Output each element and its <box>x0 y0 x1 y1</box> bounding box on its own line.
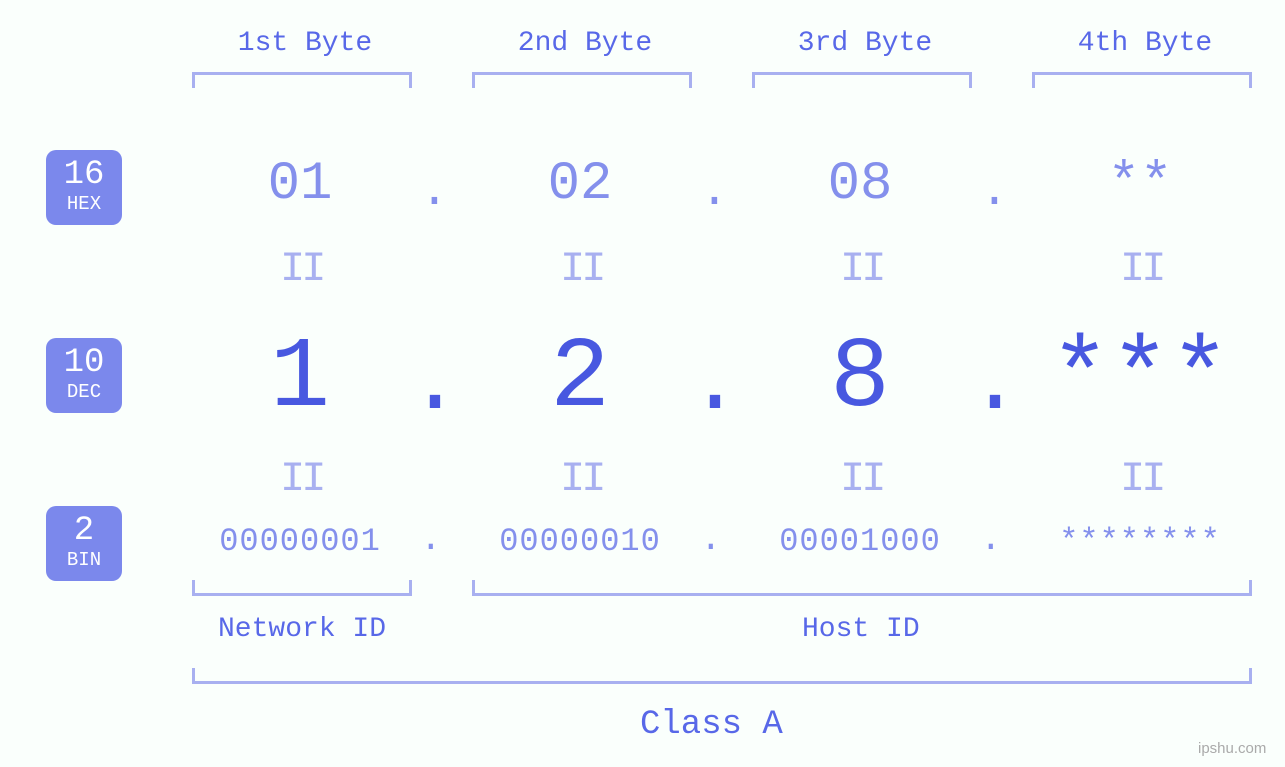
eq-1-2: II <box>560 248 602 290</box>
dec-byte-1: 1 <box>190 330 410 430</box>
dec-byte-4: *** <box>1030 330 1250 430</box>
eq-2-4: II <box>1120 458 1162 500</box>
eq-1-4: II <box>1120 248 1162 290</box>
bracket-network <box>192 580 412 596</box>
badge-hex-num: 16 <box>46 158 122 192</box>
dec-byte-3: 8 <box>750 330 970 430</box>
badge-hex-label: HEX <box>46 194 122 215</box>
bracket-byte-4 <box>1032 72 1252 88</box>
eq-1-3: II <box>840 248 882 290</box>
eq-2-1: II <box>280 458 322 500</box>
eq-2-2: II <box>560 458 602 500</box>
bin-byte-2: 00000010 <box>470 526 690 558</box>
label-network-id: Network ID <box>218 614 386 645</box>
badge-bin: 2 BIN <box>46 506 122 581</box>
hex-byte-1: 01 <box>190 158 410 212</box>
hex-byte-2: 02 <box>470 158 690 212</box>
label-class: Class A <box>640 706 783 744</box>
dec-dot-1: . <box>408 340 462 430</box>
ip-diagram: 1st Byte 2nd Byte 3rd Byte 4th Byte 16 H… <box>0 0 1285 767</box>
hex-dot-1: . <box>420 168 449 216</box>
bin-byte-3: 00001000 <box>750 526 970 558</box>
dec-dot-3: . <box>968 340 1022 430</box>
bin-dot-1: . <box>420 522 442 558</box>
bracket-byte-2 <box>472 72 692 88</box>
hex-byte-4: ** <box>1030 158 1250 212</box>
bracket-byte-1 <box>192 72 412 88</box>
badge-dec-label: DEC <box>46 382 122 403</box>
byte-header-2: 2nd Byte <box>455 28 715 59</box>
bin-byte-1: 00000001 <box>190 526 410 558</box>
badge-dec: 10 DEC <box>46 338 122 413</box>
bin-byte-4: ******** <box>1030 526 1250 558</box>
hex-byte-3: 08 <box>750 158 970 212</box>
badge-bin-label: BIN <box>46 550 122 571</box>
dec-dot-2: . <box>688 340 742 430</box>
bin-dot-3: . <box>980 522 1002 558</box>
badge-dec-num: 10 <box>46 346 122 380</box>
byte-header-4: 4th Byte <box>1015 28 1275 59</box>
eq-1-1: II <box>280 248 322 290</box>
bin-dot-2: . <box>700 522 722 558</box>
label-host-id: Host ID <box>802 614 920 645</box>
byte-header-1: 1st Byte <box>175 28 435 59</box>
watermark: ipshu.com <box>1198 740 1266 757</box>
dec-byte-2: 2 <box>470 330 690 430</box>
bracket-class <box>192 668 1252 684</box>
byte-header-3: 3rd Byte <box>735 28 995 59</box>
badge-bin-num: 2 <box>46 514 122 548</box>
hex-dot-3: . <box>980 168 1009 216</box>
hex-dot-2: . <box>700 168 729 216</box>
eq-2-3: II <box>840 458 882 500</box>
badge-hex: 16 HEX <box>46 150 122 225</box>
bracket-host <box>472 580 1252 596</box>
bracket-byte-3 <box>752 72 972 88</box>
